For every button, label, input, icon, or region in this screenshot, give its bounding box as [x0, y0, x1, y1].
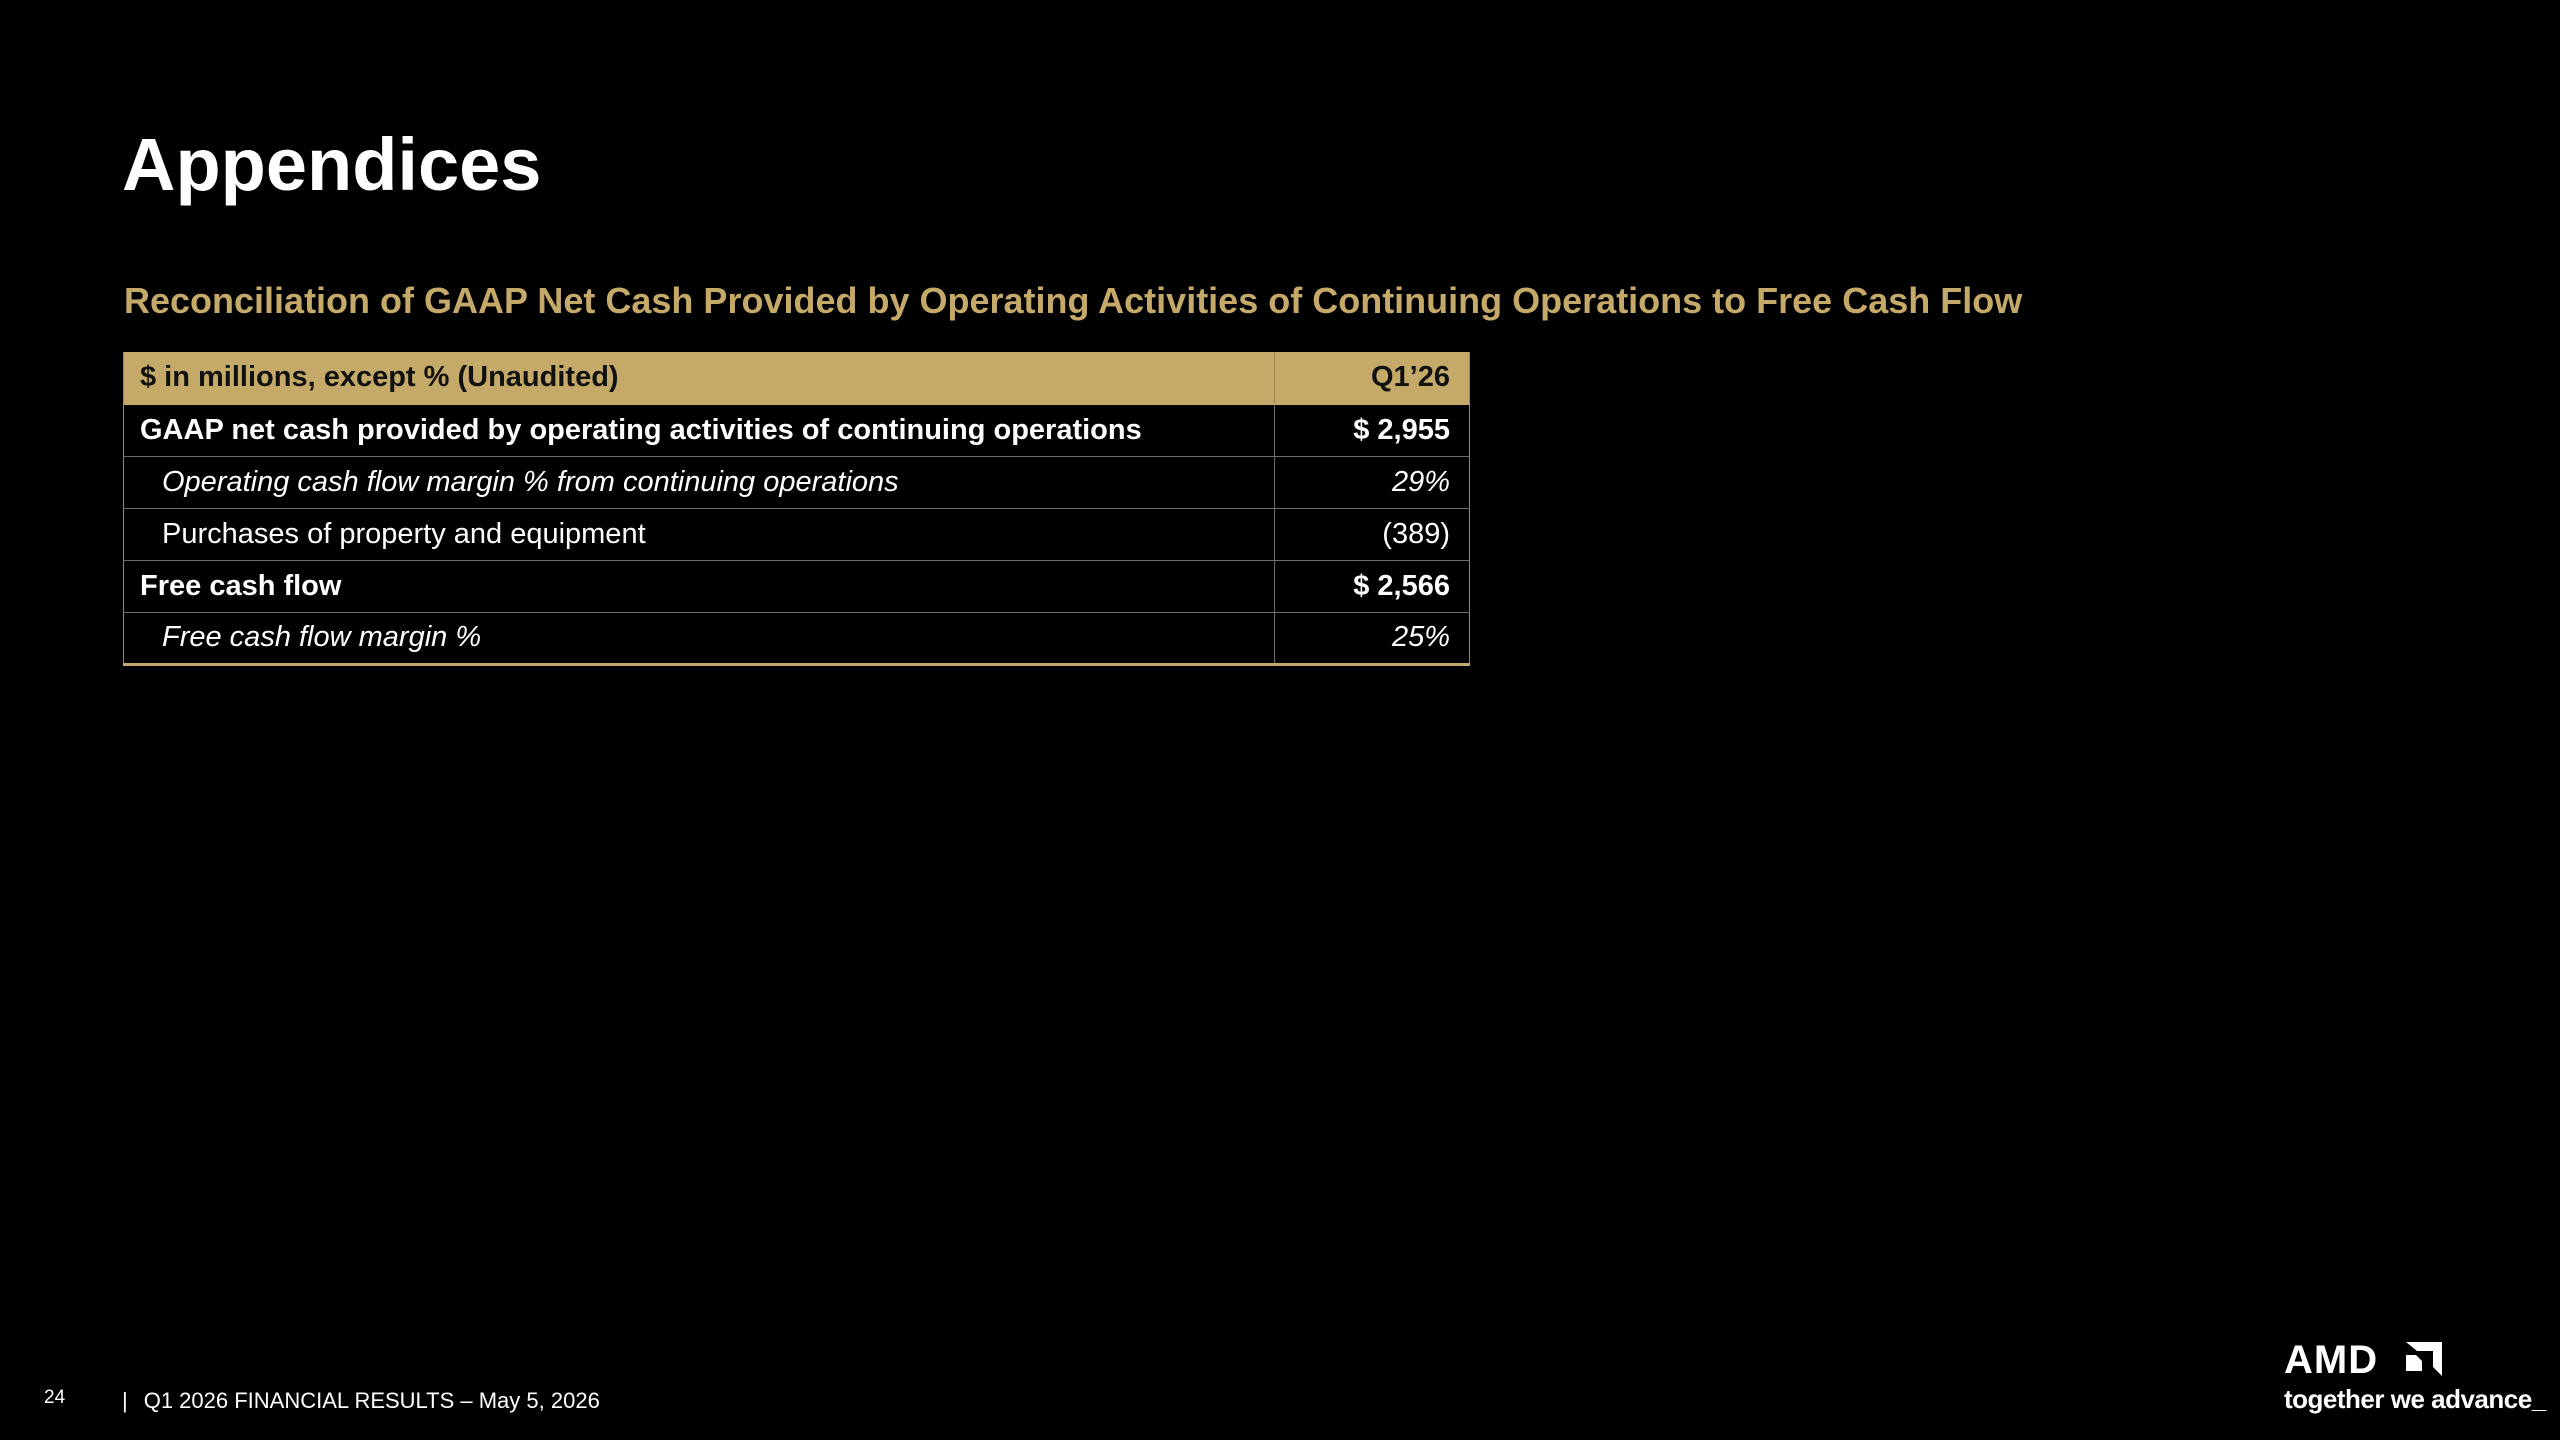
amd-logo: AMD together we advance_: [2284, 1338, 2546, 1420]
row-value-fcf-margin: 25%: [1274, 612, 1470, 666]
table-subtitle: Reconciliation of GAAP Net Cash Provided…: [124, 280, 2023, 321]
row-label-purchases: Purchases of property and equipment: [123, 508, 1275, 561]
row-value-purchases: (389): [1274, 508, 1470, 561]
row-label-gaap-net-cash: GAAP net cash provided by operating acti…: [123, 404, 1275, 457]
header-label: $ in millions, except % (Unaudited): [123, 352, 1275, 405]
logo-wordmark: AMD: [2284, 1338, 2379, 1382]
row-label-free-cash-flow: Free cash flow: [123, 560, 1275, 613]
footer-caption: Q1 2026 FINANCIAL RESULTS – May 5, 2026: [143, 1388, 600, 1413]
page-number: 24: [44, 1387, 66, 1408]
page-title: Appendices: [122, 123, 542, 206]
row-value-operating-margin: 29%: [1274, 456, 1470, 509]
footer: | Q1 2026 FINANCIAL RESULTS – May 5, 2026: [122, 1390, 600, 1412]
row-label-operating-margin: Operating cash flow margin % from contin…: [123, 456, 1275, 509]
table-row: Free cash flow $ 2,566: [123, 560, 1470, 613]
logo-tagline: together we advance_: [2284, 1384, 2546, 1414]
table-row: GAAP net cash provided by operating acti…: [123, 404, 1470, 457]
row-value-gaap-net-cash: $ 2,955: [1274, 404, 1470, 457]
table-row: Purchases of property and equipment (389…: [123, 508, 1470, 561]
table-row: Operating cash flow margin % from contin…: [123, 456, 1470, 509]
table-header-row: $ in millions, except % (Unaudited) Q1’2…: [123, 352, 1470, 405]
reconciliation-table: $ in millions, except % (Unaudited) Q1’2…: [123, 352, 1470, 666]
row-value-free-cash-flow: $ 2,566: [1274, 560, 1470, 613]
amd-arrow-icon: [2406, 1342, 2442, 1376]
row-label-fcf-margin: Free cash flow margin %: [123, 612, 1275, 666]
header-period: Q1’26: [1274, 352, 1470, 405]
footer-separator: |: [122, 1388, 128, 1413]
table-row: Free cash flow margin % 25%: [123, 612, 1470, 666]
